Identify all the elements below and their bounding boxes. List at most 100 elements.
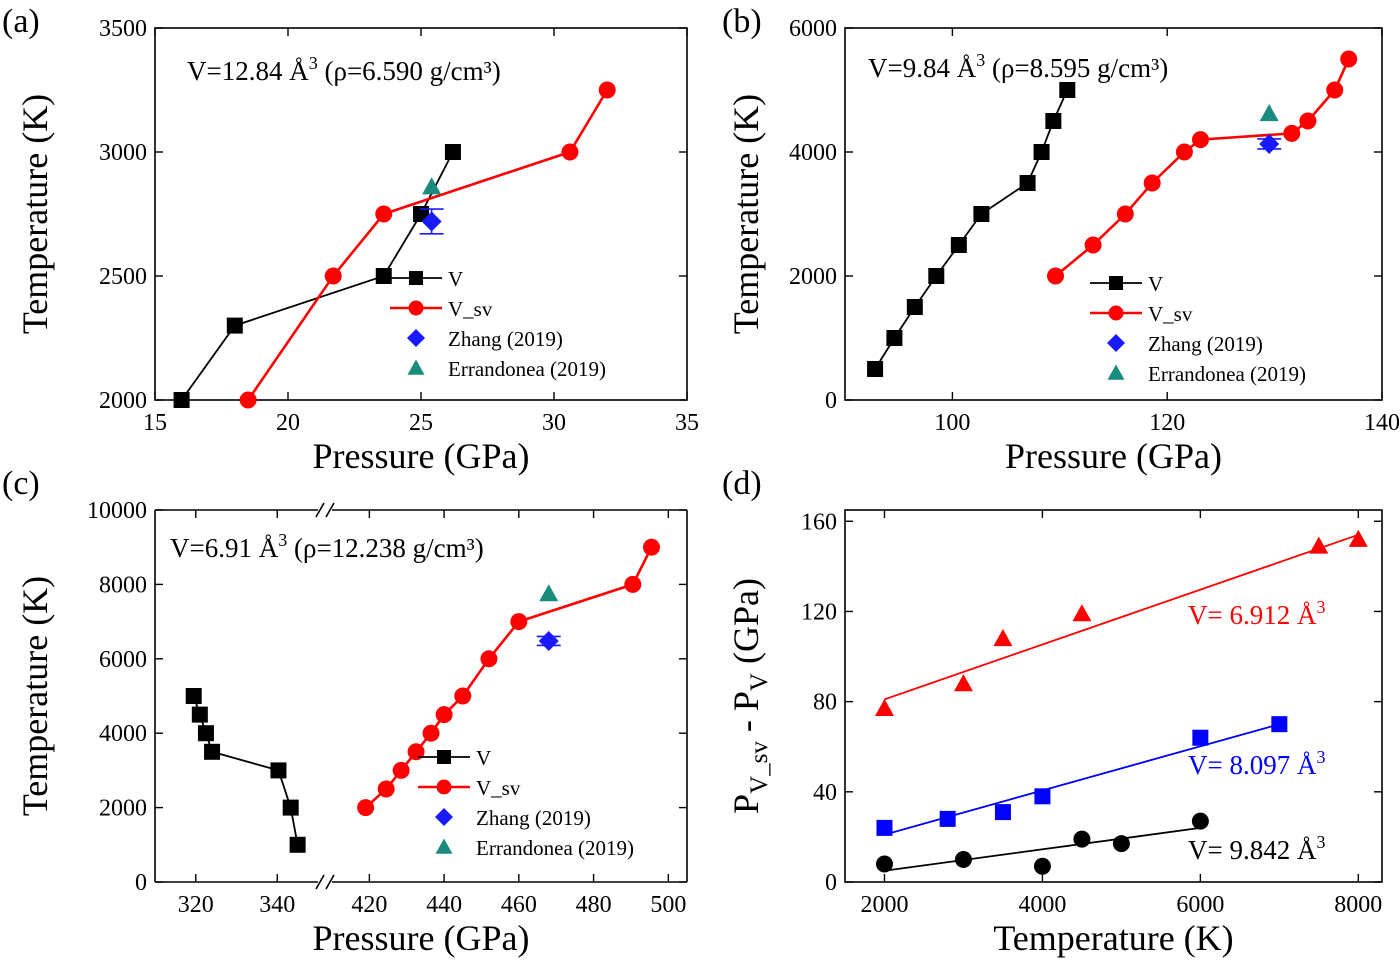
axis-break-mark: [325, 502, 335, 518]
data-point-circle: [1084, 236, 1102, 254]
data-point-square: [886, 330, 903, 346]
data-point-circle: [561, 143, 579, 161]
data-point-triangle: [422, 177, 442, 195]
y-tick-label: 80: [813, 690, 837, 716]
x-tick-label: 15: [143, 410, 167, 436]
y-axis-title: Temperature (K): [726, 94, 766, 334]
legend-marker-circle: [408, 300, 424, 316]
legend-marker-triangle: [435, 838, 453, 854]
data-point-square: [1034, 788, 1051, 805]
data-point-circle: [875, 855, 893, 873]
legend-marker-square: [437, 750, 451, 764]
data-point-circle: [357, 799, 375, 817]
panel-label: (d): [722, 465, 762, 502]
panel-label: (b): [722, 3, 762, 40]
panel-c: 320 340 420 440 460 480 500 0 2000 4000 6000 8000 10…: [2, 465, 688, 958]
volume-annotation: V=6.91 Å3 (ρ=12.238 g/cm³): [170, 530, 484, 563]
data-point-circle: [1112, 835, 1130, 853]
data-point-square: [173, 392, 190, 408]
data-point-triangle: [993, 629, 1013, 647]
x-tick-label: 20: [276, 410, 300, 436]
axis-break-mark: [325, 874, 335, 890]
data-point-circle: [407, 743, 425, 761]
y-tick-label: 40: [813, 780, 837, 806]
data-point-square: [1192, 729, 1209, 746]
data-point-circle: [422, 724, 440, 742]
legend-marker-diamond: [435, 808, 453, 826]
y-tick-label: 3500: [99, 16, 147, 42]
data-point-square: [939, 810, 956, 827]
data-point-square: [994, 804, 1011, 821]
data-point-square: [191, 706, 208, 723]
series-line-v-sv: [1054, 58, 1350, 278]
data-point-circle: [480, 650, 498, 668]
data-point-circle: [454, 687, 472, 705]
data-point-square: [906, 299, 923, 315]
x-tick-label: 480: [576, 892, 612, 918]
data-point-circle: [1073, 830, 1091, 848]
legend-label: Errandonea (2019): [476, 836, 634, 860]
y-axis-title: Temperature (K): [15, 576, 55, 816]
panel-d: 2000 4000 6000 8000 0 40 80 120 160 (d) Temperatur…: [722, 465, 1383, 958]
data-point-circle: [377, 780, 395, 798]
legend-label: Zhang (2019): [1148, 332, 1263, 356]
data-point-square: [185, 688, 202, 704]
x-tick-label: 30: [542, 410, 566, 436]
data-point-square: [1271, 716, 1288, 733]
data-point-square: [375, 268, 392, 284]
data-point-square: [1045, 113, 1062, 129]
y-tick-label: 4000: [789, 140, 837, 166]
panel-a: 15 20 25 30 35 2000 2500 3000 3500 (a) Pressure (G…: [2, 3, 699, 476]
fit-line: [884, 533, 1359, 701]
data-point-circle: [1299, 112, 1317, 130]
data-point-square: [226, 317, 243, 334]
legend-label: V_sv: [448, 297, 493, 321]
panel-label: (a): [2, 3, 40, 40]
data-point-square: [1033, 144, 1050, 160]
data-point-circle: [1175, 143, 1193, 161]
data-point-square: [270, 762, 287, 779]
legend-marker-circle: [436, 779, 452, 795]
data-point-circle: [954, 850, 972, 868]
data-point-diamond: [1259, 133, 1280, 154]
data-point-square: [1019, 175, 1036, 191]
data-point-square: [973, 206, 990, 222]
series-label: V= 6.912 Å3: [1188, 597, 1325, 630]
x-tick-label: 4000: [1018, 892, 1066, 918]
x-tick-label: 460: [501, 892, 537, 918]
series-line-v-sv: [247, 89, 609, 401]
y-tick-label: 0: [825, 870, 837, 896]
legend-marker-circle: [1108, 305, 1124, 321]
data-point-triangle: [1259, 104, 1279, 122]
data-point-circle: [1283, 124, 1301, 142]
y-tick-label: 6000: [99, 647, 147, 673]
x-axis-title: Pressure (GPa): [1005, 436, 1222, 476]
x-tick-label: 420: [351, 892, 387, 918]
data-point-square: [867, 361, 884, 377]
data-point-square: [444, 144, 461, 160]
data-point-square: [950, 237, 967, 253]
data-point-circle: [510, 613, 528, 631]
data-point-square: [928, 268, 945, 284]
y-tick-label: 160: [801, 509, 837, 535]
x-tick-label: 35: [675, 410, 699, 436]
data-point-square: [413, 206, 429, 222]
x-axis-title: Pressure (GPa): [313, 918, 530, 958]
legend-label: Errandonea (2019): [1148, 362, 1306, 386]
data-point-square: [1059, 82, 1076, 98]
data-point-circle: [624, 575, 642, 593]
series-label: V= 9.842 Å3: [1188, 832, 1325, 865]
y-tick-label: 4000: [99, 721, 147, 747]
legend-label: V: [1148, 272, 1163, 296]
x-tick-label: 340: [259, 892, 295, 918]
series-line-v: [874, 89, 1069, 370]
x-tick-label: 100: [934, 410, 970, 436]
data-point-square: [289, 836, 306, 853]
data-point-circle: [239, 391, 257, 409]
legend-label: V: [448, 267, 463, 291]
data-point-circle: [392, 761, 410, 779]
data-point-square: [197, 725, 214, 742]
x-tick-label: 8000: [1334, 892, 1382, 918]
y-tick-label: 3000: [99, 140, 147, 166]
x-tick-label: 2000: [860, 892, 908, 918]
